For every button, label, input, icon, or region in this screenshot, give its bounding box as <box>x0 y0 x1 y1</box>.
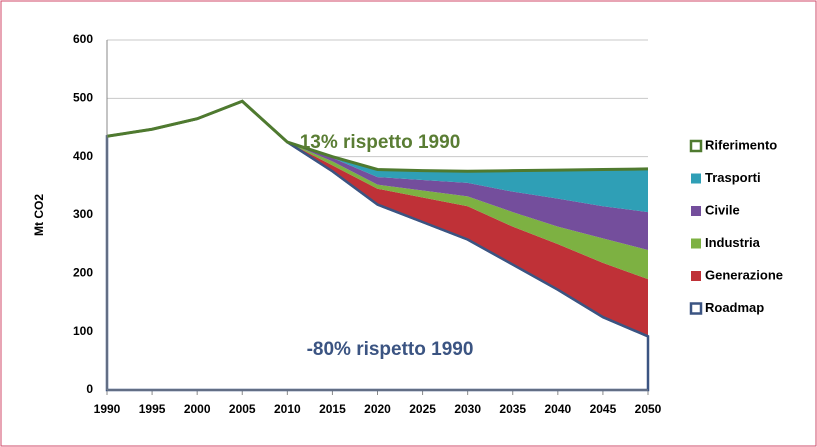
legend-swatch <box>691 173 701 184</box>
x-tick-label: 2010 <box>274 402 301 416</box>
stack-area <box>287 142 648 280</box>
legend-label: Riferimento <box>705 137 777 152</box>
riferimento-line <box>106 99 649 173</box>
legend-label: Civile <box>705 202 740 217</box>
y-tick-label: 100 <box>73 324 93 338</box>
x-tick-label: 2025 <box>409 402 436 416</box>
x-tick-label: 2040 <box>544 402 571 416</box>
legend-label: Roadmap <box>705 300 764 315</box>
legend-label: Trasporti <box>705 170 761 185</box>
y-tick-label: 0 <box>86 382 93 396</box>
annotation: 13% rispetto 1990 <box>300 132 461 153</box>
x-tick-label: 1995 <box>139 402 166 416</box>
y-tick-label: 600 <box>73 32 93 46</box>
y-axis-label: Mt CO2 <box>32 194 46 236</box>
x-tick-label: 2020 <box>364 402 391 416</box>
x-tick-label: 2030 <box>454 402 481 416</box>
y-tick-label: 400 <box>73 149 93 163</box>
x-tick-label: 2045 <box>590 402 617 416</box>
legend-swatch <box>689 139 703 153</box>
y-tick-label: 300 <box>73 207 93 221</box>
x-tick-label: 2005 <box>229 402 256 416</box>
y-tick-label: 500 <box>73 91 93 105</box>
legend-swatch <box>691 271 701 281</box>
x-tick-label: 2000 <box>184 402 211 416</box>
legend-swatch <box>689 302 703 315</box>
x-tick-label: 1990 <box>94 402 121 416</box>
stack-area <box>287 142 648 213</box>
x-tick-label: 2015 <box>319 402 346 416</box>
legend-label: Industria <box>705 235 761 250</box>
x-tick-label: 2050 <box>635 402 662 416</box>
x-tick-label: 2035 <box>499 402 526 416</box>
legend-swatch <box>691 238 701 249</box>
y-tick-label: 200 <box>73 266 93 280</box>
annotation: -80% rispetto 1990 <box>307 339 474 360</box>
stack-area <box>287 142 648 250</box>
legend-label: Generazione <box>705 267 783 282</box>
legend-swatch <box>691 206 701 216</box>
